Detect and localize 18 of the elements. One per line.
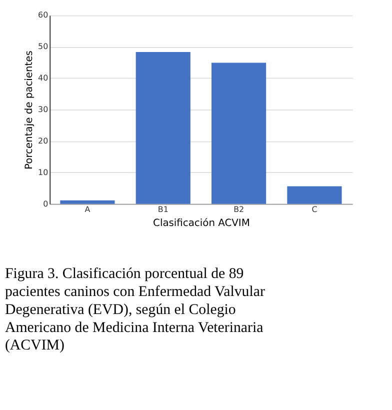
bar [212, 62, 266, 204]
x-tick-label: B1 [158, 205, 168, 214]
y-tick-label: 40 [38, 74, 48, 83]
bar [136, 52, 190, 204]
bar [60, 200, 115, 204]
bar [287, 186, 342, 204]
y-tick-label: 50 [38, 42, 48, 52]
y-tick-label: 60 [38, 10, 48, 20]
y-tick-label: 20 [38, 136, 48, 146]
x-axis-title: Clasificación ACVIM [153, 218, 250, 230]
x-tick-label: B2 [234, 205, 244, 214]
y-axis-title: Porcentaje de pacientes [24, 50, 36, 170]
y-tick-label: 10 [38, 168, 48, 177]
y-tick-label: 30 [38, 105, 48, 114]
y-tick-label: 0 [43, 199, 48, 208]
x-tick-label: A [84, 205, 91, 214]
text: Figura 3. Clasificación porcentual de 89 pacientes caninos con Enfermedad Valvular Degenerativa (EVD), según el Colegio Americano de Medicina Interna Veterinaria (ACVIM) [4, 266, 265, 354]
x-tick-label: C [312, 205, 318, 214]
